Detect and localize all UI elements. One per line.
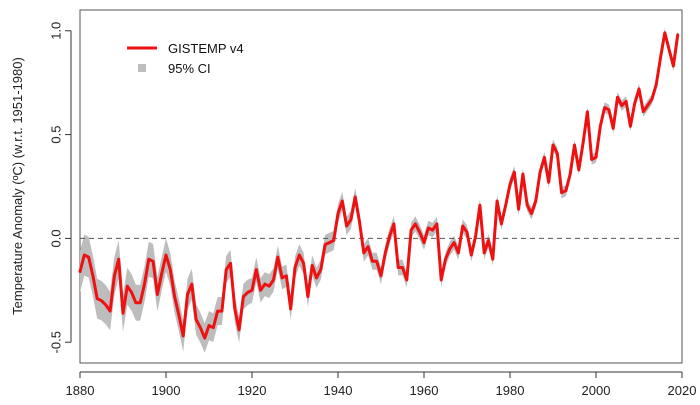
y-tick-label: -0.5 <box>49 331 64 353</box>
y-tick-label: 0.0 <box>49 229 64 247</box>
x-axis: 1880 1900 1920 1940 1960 1980 2000 2020 <box>66 371 697 398</box>
y-tick-label: 1.0 <box>49 22 64 40</box>
x-tick-label: 1940 <box>324 383 353 398</box>
series-line-gistemp <box>78 31 680 340</box>
y-tick-label: 0.5 <box>49 126 64 144</box>
x-tick-label: 1980 <box>496 383 525 398</box>
y-axis: -0.5 0.0 0.5 1.0 <box>49 22 72 353</box>
x-tick-label: 2020 <box>668 383 697 398</box>
x-tick-label: 2000 <box>582 383 611 398</box>
x-tick-label: 1880 <box>66 383 95 398</box>
legend-band-swatch <box>138 64 146 72</box>
legend-label-gistemp: GISTEMP v4 <box>168 41 244 56</box>
x-tick-label: 1900 <box>152 383 181 398</box>
x-tick-label: 1920 <box>238 383 267 398</box>
ci-band-layer <box>80 27 678 353</box>
plot-area-frame <box>79 9 683 364</box>
series-line-layer <box>78 31 680 340</box>
ci-band <box>80 27 678 353</box>
legend-label-ci: 95% CI <box>168 61 211 76</box>
y-axis-title: Temperature Anomaly (ºC) (w.r.t. 1951-19… <box>10 57 25 315</box>
x-tick-label: 1960 <box>410 383 439 398</box>
legend: GISTEMP v4 95% CI <box>127 41 244 76</box>
